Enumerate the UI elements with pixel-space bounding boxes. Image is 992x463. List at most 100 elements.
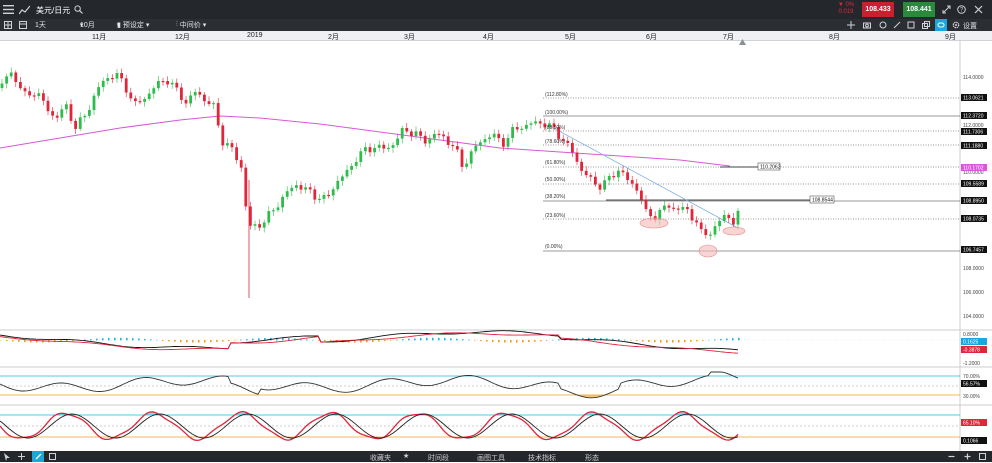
candle-body — [594, 177, 597, 185]
price-tick: 114.0000 — [963, 75, 984, 81]
candle-body — [157, 81, 160, 88]
macd-value: 0.1625 — [963, 340, 979, 346]
candle-body — [97, 87, 100, 96]
candle-body — [152, 88, 155, 93]
candle-body — [470, 151, 473, 163]
candle-body — [139, 101, 142, 102]
macd-bar — [534, 340, 536, 342]
macd-bar — [438, 338, 440, 341]
candle-body — [313, 189, 316, 199]
macd-bar — [240, 340, 242, 341]
candle-body — [382, 145, 385, 149]
macd-bar — [738, 338, 740, 340]
candle-body — [185, 100, 188, 104]
macd-bar — [726, 338, 728, 340]
callout-value: 110.2062 — [760, 165, 781, 171]
candle-body — [125, 78, 128, 92]
price-level-box: 108.0735 — [961, 215, 987, 223]
fib-label: (112.80%) — [545, 92, 568, 98]
macd-bar — [114, 338, 116, 341]
pattern-highlight — [640, 218, 668, 228]
candle-body — [341, 176, 344, 180]
candlesticks — [1, 68, 740, 298]
candle-body — [373, 148, 376, 152]
bottom-bar: 收藏夹 ★ 时间段 画图工具 技术指标 形态 — [0, 451, 992, 462]
macd-bar — [552, 340, 554, 341]
candle-body — [166, 81, 169, 84]
macd-bar — [468, 340, 470, 341]
candle-body — [221, 125, 224, 145]
candle-body — [599, 185, 602, 190]
macd-bar — [528, 340, 530, 342]
macd-bar — [234, 340, 236, 341]
pattern-highlight — [699, 245, 717, 257]
candle-body — [456, 146, 459, 149]
candle-body — [617, 171, 620, 178]
rsi-panel: 70.00% 30.00% 56.57% — [0, 372, 987, 400]
pencil-icon[interactable] — [32, 451, 44, 462]
macd-bar — [132, 338, 134, 340]
price-level-box: 113.0621 — [961, 94, 987, 102]
candle-body — [410, 132, 413, 137]
macd-bar — [480, 340, 482, 341]
macd-panel: 0.8000 -1.2000 0.1625 -0.3878 — [0, 331, 987, 367]
candle-body — [217, 103, 220, 125]
candle-body — [350, 166, 353, 170]
candle-body — [695, 220, 698, 222]
macd-bar — [432, 338, 434, 341]
delete-drawing-icon[interactable] — [48, 452, 57, 461]
rsi-value: 56.57% — [963, 382, 981, 388]
macd-bar — [168, 340, 170, 341]
fib-label: (50.00%) — [545, 177, 566, 183]
candle-body — [668, 206, 671, 208]
price-tick: 108.0000 — [963, 266, 984, 272]
macd-bar — [216, 340, 218, 342]
macd-bar — [414, 338, 416, 340]
candle-body — [198, 92, 201, 95]
candle-body — [626, 172, 629, 180]
candle-body — [56, 116, 59, 118]
candle-body — [612, 176, 615, 177]
fib-label: (23.60%) — [545, 213, 566, 219]
candle-body — [281, 197, 284, 208]
candle-body — [134, 98, 137, 101]
candle-body — [24, 88, 27, 91]
zoom-out-icon[interactable] — [947, 452, 956, 461]
fib-label: (88.60%) — [545, 125, 566, 131]
candle-body — [649, 209, 652, 216]
star-icon[interactable]: ★ — [403, 452, 409, 460]
macd-bar — [228, 340, 230, 341]
cursor-icon[interactable] — [3, 452, 12, 461]
candle-body — [704, 229, 707, 235]
zoom-in-icon[interactable] — [963, 452, 972, 461]
macd-bar — [654, 340, 656, 342]
crosshair-tool-icon[interactable] — [17, 452, 26, 461]
pattern-highlight — [723, 227, 745, 235]
fit-icon[interactable] — [978, 452, 987, 461]
macd-tick: -1.2000 — [963, 361, 980, 367]
stochastic-panel: 65.10% 0.1066 — [0, 412, 987, 445]
macd-bar — [18, 340, 20, 342]
price-level-box: 106.7457 — [961, 246, 987, 254]
level-value: 111.7306 — [963, 130, 983, 136]
macd-bar — [144, 339, 146, 340]
candle-body — [424, 136, 427, 144]
macd-bar — [630, 340, 632, 341]
candle-body — [244, 168, 247, 207]
candle-body — [677, 209, 680, 210]
macd-bar — [192, 340, 194, 343]
candle-body — [70, 104, 73, 121]
level-value: 106.7457 — [963, 248, 984, 254]
candle-body — [88, 110, 91, 116]
rsi-tick: 70.00% — [963, 374, 981, 380]
candle-body — [208, 101, 211, 104]
fib-label: (61.80%) — [545, 160, 566, 166]
macd-bar — [396, 340, 398, 341]
candle-body — [589, 175, 592, 177]
candle-body — [369, 147, 372, 152]
candle-body — [396, 139, 399, 146]
candle-body — [571, 143, 574, 153]
candle-body — [295, 185, 298, 188]
macd-bar — [378, 340, 380, 342]
